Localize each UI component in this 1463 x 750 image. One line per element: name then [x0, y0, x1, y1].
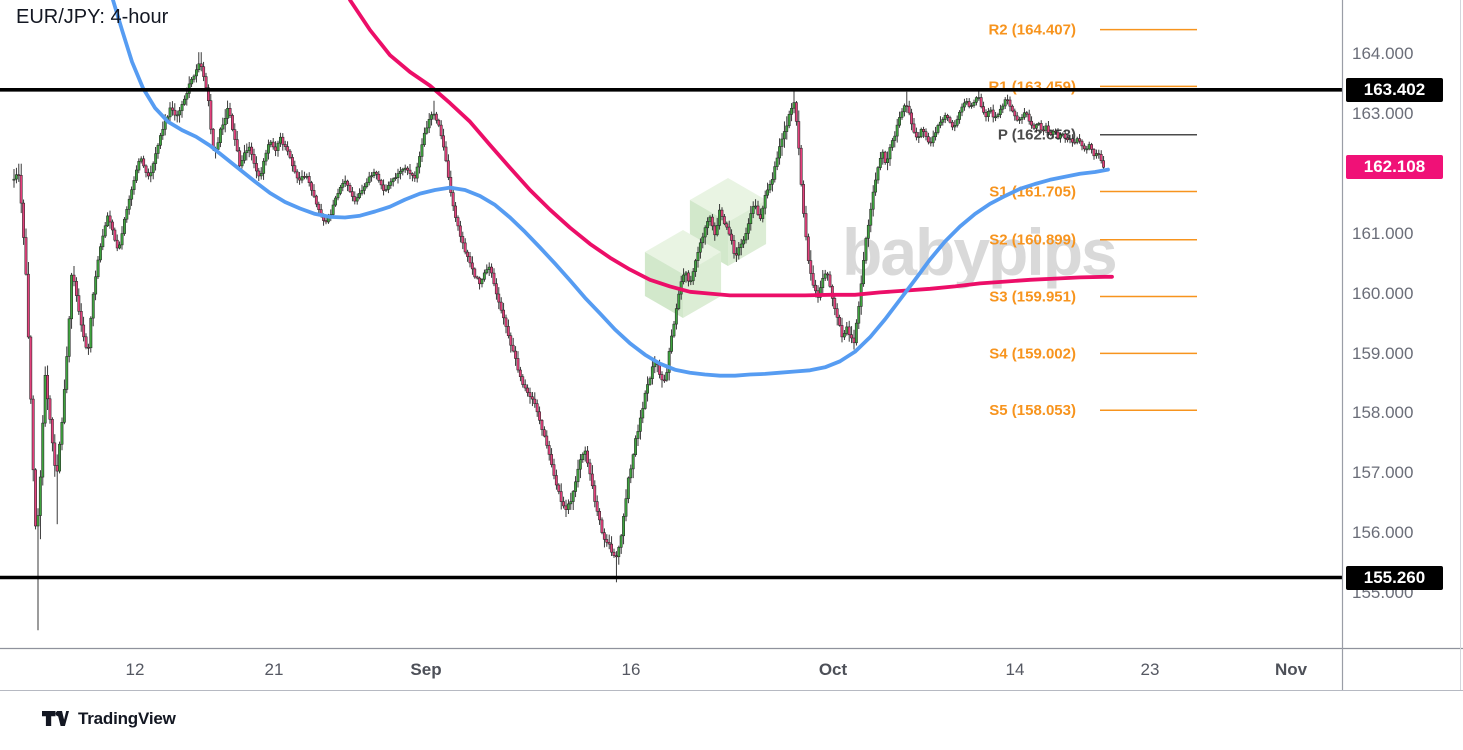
pivot-label: S5 (158.053)	[989, 402, 1076, 419]
moving-averages-layer	[111, 0, 1114, 378]
pivot-label: R1 (163.459)	[988, 78, 1076, 95]
time-tick-label: 14	[1005, 660, 1025, 679]
pivot-label: S2 (160.899)	[989, 232, 1076, 249]
support-price-badge: 155.260	[1346, 566, 1443, 590]
price-tick-label: 156.000	[1352, 523, 1414, 542]
pivot-label: S3 (159.951)	[989, 289, 1076, 306]
time-tick-label: 21	[264, 660, 284, 679]
time-tick-label: 16	[621, 660, 641, 679]
blue-moving-average	[111, 0, 1110, 378]
price-tick-label: 161.000	[1352, 224, 1414, 243]
last-price-badge: 162.108	[1346, 155, 1443, 179]
pivot-levels-layer: R2 (164.407)R1 (163.459)P (162.653)S1 (1…	[988, 22, 1197, 419]
time-tick-label: 12	[125, 660, 145, 679]
price-tick-label: 163.000	[1352, 104, 1414, 123]
time-tick-label: 23	[1140, 660, 1160, 679]
tradingview-logo-text: TradingView	[78, 709, 176, 728]
time-tick-label: Sep	[410, 660, 442, 679]
price-tick-label: 158.000	[1352, 403, 1414, 422]
candlesticks-layer	[12, 52, 1105, 631]
pivot-label: S1 (161.705)	[989, 184, 1076, 201]
pivot-label: S4 (159.002)	[989, 345, 1076, 362]
price-tick-label: 164.000	[1352, 44, 1414, 63]
time-tick-label: Nov	[1274, 660, 1308, 679]
pivot-label: R2 (164.407)	[988, 22, 1076, 39]
time-tick-label: Oct	[818, 660, 848, 679]
pink-moving-average	[348, 0, 1114, 298]
price-tick-label: 157.000	[1352, 463, 1414, 482]
resistance-price-badge: 163.402	[1346, 78, 1443, 102]
axis-borders	[0, 0, 1463, 691]
symbol-title: EUR/JPY: 4-hour	[16, 6, 169, 28]
tradingview-logo[interactable]: TradingView	[42, 709, 176, 729]
price-tick-label: 160.000	[1352, 284, 1414, 303]
price-tick-label: 159.000	[1352, 344, 1414, 363]
tradingview-logo-icon	[42, 711, 69, 726]
horizontal-lines-layer	[0, 88, 1342, 580]
